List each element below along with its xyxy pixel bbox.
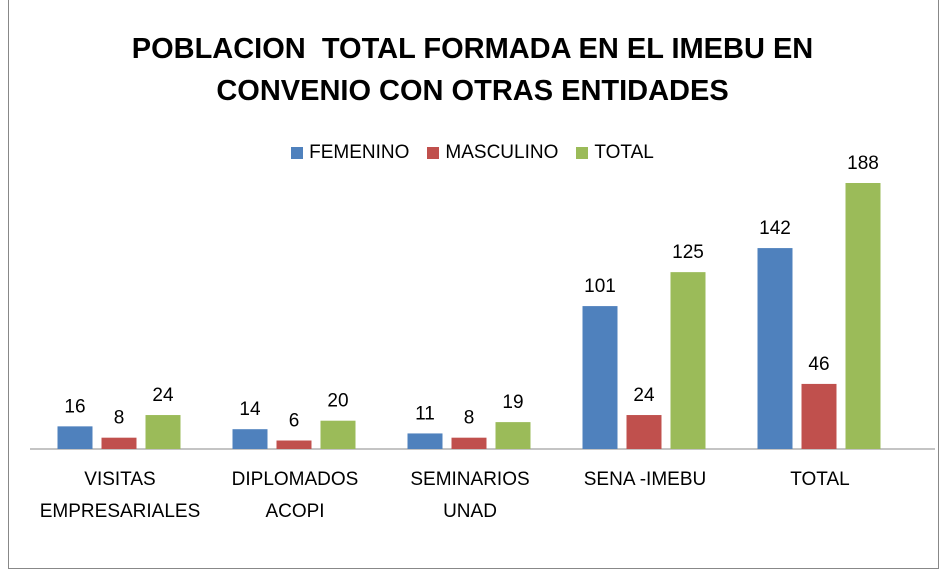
bar (320, 420, 356, 449)
bar (407, 433, 443, 449)
legend: FEMENINO MASCULINO TOTAL (0, 142, 945, 164)
value-label: 11 (415, 403, 435, 424)
bar (451, 437, 487, 449)
value-label: 20 (327, 391, 348, 412)
value-label: 24 (633, 385, 655, 406)
legend-item: MASCULINO (427, 142, 558, 164)
bar (801, 383, 837, 449)
legend-item: TOTAL (576, 142, 654, 164)
value-label: 188 (847, 153, 879, 174)
bar (232, 429, 268, 449)
legend-swatch (576, 147, 589, 159)
x-tick-label: DIPLOMADOS ACOPI (231, 469, 359, 522)
legend-label: MASCULINO (445, 142, 559, 163)
bar (145, 415, 181, 449)
x-tick-label: SENA -IMEBU (583, 469, 707, 490)
legend-label: TOTAL (594, 142, 654, 163)
bar (495, 422, 531, 449)
legend-swatch (427, 147, 440, 159)
bar (670, 272, 706, 449)
bar (582, 306, 618, 449)
value-label: 142 (759, 218, 791, 239)
bar (626, 415, 662, 449)
value-label: 6 (289, 411, 300, 432)
x-tick-label: VISITAS EMPRESARIALES (39, 469, 201, 522)
legend-swatch (291, 147, 304, 159)
bar (845, 183, 881, 449)
bar (757, 248, 793, 449)
bar (276, 440, 312, 449)
value-label: 125 (672, 242, 704, 263)
chart-title: POBLACION TOTAL FORMADA EN EL IMEBU EN C… (131, 33, 814, 107)
value-label: 8 (114, 408, 125, 429)
value-label: 101 (584, 276, 616, 297)
value-label: 24 (152, 385, 174, 406)
bar (57, 426, 93, 449)
value-label: 14 (239, 399, 261, 420)
x-tick-label: SEMINARIOS UNAD (410, 469, 530, 522)
value-label: 16 (64, 396, 85, 417)
legend-label: FEMENINO (309, 142, 410, 163)
value-label: 19 (502, 392, 523, 413)
value-label: 8 (464, 408, 475, 429)
value-label: 46 (808, 354, 829, 375)
legend-item: FEMENINO (291, 142, 409, 164)
x-tick-label: TOTAL (790, 469, 850, 490)
bar (101, 437, 137, 449)
